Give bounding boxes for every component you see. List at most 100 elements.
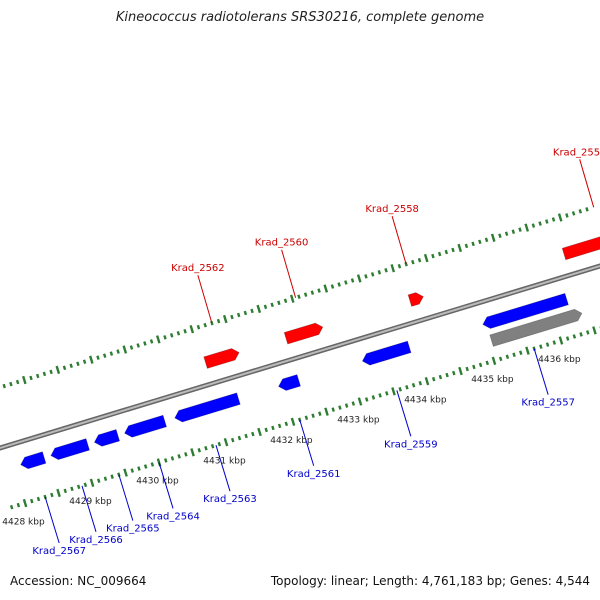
- tick-top: [222, 314, 228, 324]
- tick-top: [216, 318, 221, 324]
- gene-label-krad_2558[interactable]: Krad_2558: [365, 204, 419, 215]
- tick-top: [243, 310, 248, 316]
- scale-label: 4435 kbp: [471, 375, 514, 385]
- tick-top: [330, 284, 335, 289]
- tick-top: [471, 241, 475, 247]
- gene-label-krad_2560[interactable]: Krad_2560: [255, 238, 309, 249]
- tick-top: [451, 247, 455, 253]
- tick-top: [42, 371, 47, 377]
- tick-top: [538, 221, 542, 226]
- tick-bottom: [251, 431, 255, 437]
- tick-top: [417, 257, 422, 263]
- gene-label-krad_2562[interactable]: Krad_2562: [171, 263, 225, 274]
- tick-bottom: [344, 403, 349, 408]
- tick-top: [531, 223, 536, 228]
- tick-top: [364, 274, 368, 279]
- tick-bottom: [357, 397, 363, 406]
- tick-top: [49, 369, 53, 375]
- gene-arrow-krad_2559[interactable]: [361, 340, 412, 366]
- tick-bottom: [458, 366, 463, 376]
- tick-bottom: [30, 498, 34, 504]
- tick-bottom: [452, 370, 456, 376]
- gene-arrow-krad_2557b[interactable]: [489, 308, 583, 347]
- gene-arrow-krad_2561[interactable]: [278, 374, 301, 391]
- tick-top: [457, 243, 463, 253]
- tick-bottom: [311, 413, 315, 418]
- tick-bottom: [438, 374, 443, 380]
- tick-bottom: [525, 346, 530, 355]
- gene-leader-line: [215, 445, 231, 492]
- tick-top: [76, 361, 80, 367]
- tick-top: [557, 213, 563, 222]
- tick-bottom: [512, 352, 516, 358]
- gene-arrow-krad_2562[interactable]: [203, 348, 240, 369]
- tick-bottom: [9, 504, 14, 510]
- gene-leader-line: [281, 249, 297, 298]
- tick-top: [236, 312, 241, 318]
- gene-arrow-krad_2557[interactable]: [482, 292, 569, 329]
- gene-arrow-krad_2560[interactable]: [283, 322, 324, 345]
- tick-top: [250, 308, 254, 314]
- gene-label-krad_2559[interactable]: Krad_2559: [384, 439, 438, 450]
- gene-label-krad_2563[interactable]: Krad_2563: [203, 494, 257, 505]
- tick-bottom: [424, 377, 430, 386]
- gene-arrow-krad_2566[interactable]: [50, 438, 90, 461]
- tick-bottom: [505, 354, 510, 360]
- gene-arrow-krad_2563[interactable]: [174, 392, 241, 423]
- tick-bottom: [103, 476, 108, 481]
- gene-arrow-krad_2565[interactable]: [93, 429, 121, 447]
- tick-bottom: [565, 336, 570, 341]
- map-title: Kineococcus radiotolerans SRS30216, comp…: [115, 10, 485, 25]
- tick-bottom: [418, 380, 423, 386]
- tick-top: [585, 207, 589, 212]
- gene-arrow-krad_2567[interactable]: [20, 451, 47, 470]
- gene-leader-line: [81, 485, 97, 532]
- gene-label-krad_2564[interactable]: Krad_2564: [146, 511, 200, 522]
- gene-leader-line: [299, 419, 315, 466]
- gene-label-krad_2556[interactable]: Krad_2556: [553, 147, 600, 158]
- gene-arrow-krad_2556[interactable]: [561, 213, 600, 261]
- gene-label-krad_2566[interactable]: Krad_2566: [69, 535, 123, 546]
- tick-top: [169, 333, 174, 338]
- tick-bottom: [364, 397, 369, 402]
- tick-top: [431, 253, 435, 259]
- tick-bottom: [177, 454, 181, 459]
- tick-bottom: [485, 360, 490, 366]
- tick-top: [444, 249, 449, 255]
- gene-arrow-krad_2558[interactable]: [407, 292, 424, 307]
- tick-bottom: [284, 421, 289, 427]
- gene-label-krad_2557[interactable]: Krad_2557: [521, 398, 575, 409]
- tick-top: [484, 237, 489, 243]
- tick-bottom: [143, 464, 148, 469]
- tick-top: [136, 343, 140, 348]
- tick-bottom: [545, 342, 550, 347]
- tick-top: [518, 227, 522, 232]
- gene-label-krad_2567[interactable]: Krad_2567: [32, 546, 86, 557]
- tick-top: [96, 355, 100, 360]
- tick-top: [504, 231, 509, 236]
- tick-top: [155, 335, 161, 344]
- tick-bottom: [572, 334, 577, 339]
- genome-summary-text: Topology: linear; Length: 4,761,183 bp; …: [270, 574, 590, 588]
- gene-leader-line: [396, 390, 412, 437]
- tick-top: [397, 263, 402, 269]
- tick-top: [263, 304, 268, 310]
- tick-bottom: [237, 435, 242, 441]
- tick-top: [490, 233, 496, 242]
- tick-bottom: [63, 488, 67, 494]
- tick-top: [297, 294, 301, 299]
- gene-label-krad_2561[interactable]: Krad_2561: [287, 469, 341, 480]
- gene-arrow-krad_2564[interactable]: [124, 414, 167, 438]
- tick-top: [116, 349, 120, 354]
- gene-leader-line: [44, 496, 60, 544]
- tick-bottom: [304, 415, 309, 421]
- tick-bottom: [50, 492, 54, 498]
- tick-bottom: [89, 478, 95, 487]
- tick-top: [69, 363, 73, 369]
- tick-top: [9, 381, 13, 387]
- gene-label-krad_2565[interactable]: Krad_2565: [106, 524, 160, 535]
- tick-bottom: [478, 362, 483, 368]
- tick-top: [303, 292, 308, 297]
- tick-bottom: [223, 437, 229, 447]
- tick-bottom: [579, 332, 583, 337]
